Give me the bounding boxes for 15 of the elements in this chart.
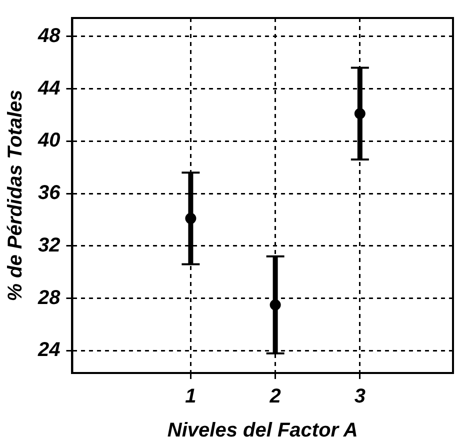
y-tick-label: 28: [36, 286, 62, 309]
y-tick-label: 32: [38, 234, 60, 256]
y-tick-label: 40: [36, 130, 60, 152]
x-axis-title: Niveles del Factor A: [167, 420, 358, 442]
y-tick-label: 24: [36, 339, 60, 362]
point: [354, 108, 366, 120]
x-tick-label: 2: [268, 386, 281, 408]
x-tick-label: 3: [354, 386, 366, 408]
point: [185, 212, 196, 224]
y-tick-label: 48: [36, 24, 62, 47]
y-tick-label: 44: [36, 77, 60, 100]
point: [270, 299, 281, 310]
y-axis-title: % de Pérdidas Totales: [4, 90, 27, 302]
x-tick-label: 1: [185, 386, 196, 408]
y-tick-label: 36: [38, 182, 62, 204]
